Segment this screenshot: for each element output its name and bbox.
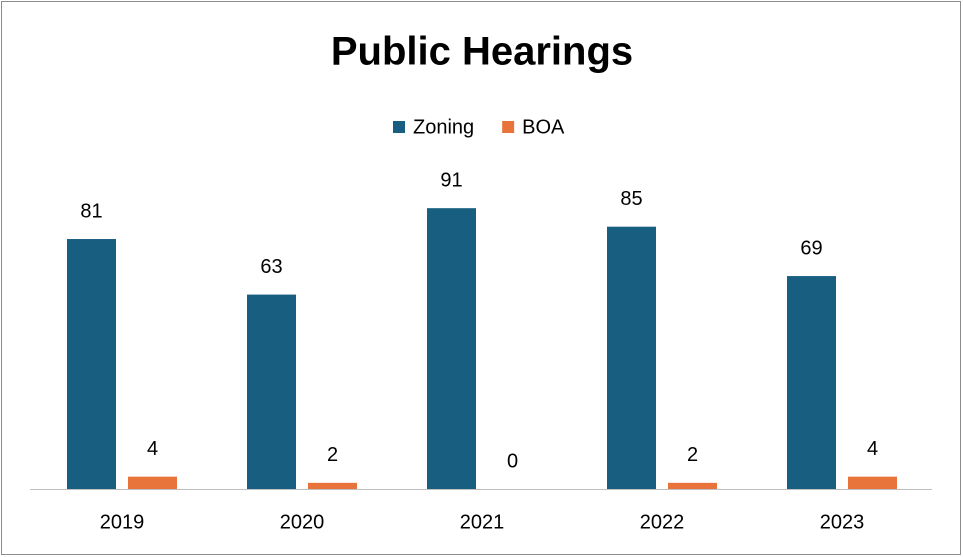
value-label: 4 xyxy=(147,438,158,460)
bar xyxy=(668,482,717,489)
value-label: 81 xyxy=(80,200,102,222)
x-tick-label: 2020 xyxy=(280,511,325,533)
bar xyxy=(607,226,656,489)
x-tick-label: 2023 xyxy=(820,511,865,533)
value-label: 69 xyxy=(800,237,822,259)
legend-label: Zoning xyxy=(413,116,474,138)
x-tick-label: 2022 xyxy=(640,511,685,533)
value-label: 2 xyxy=(687,444,698,466)
value-label: 2 xyxy=(327,444,338,466)
bar xyxy=(67,239,116,489)
value-label: 0 xyxy=(507,450,518,472)
value-label: 63 xyxy=(260,256,282,278)
bar xyxy=(787,276,836,489)
bar xyxy=(308,482,357,489)
bar xyxy=(128,476,177,489)
value-label: 91 xyxy=(440,169,462,191)
legend-swatch xyxy=(502,121,515,133)
x-tick-label: 2021 xyxy=(460,511,505,533)
bar xyxy=(427,208,476,489)
value-label: 4 xyxy=(867,438,878,460)
bar xyxy=(247,294,296,489)
bar xyxy=(848,476,897,489)
chart-title: Public Hearings xyxy=(331,30,633,74)
x-tick-label: 2019 xyxy=(100,511,145,533)
legend-swatch xyxy=(393,121,405,133)
legend-label: BOA xyxy=(522,116,565,138)
value-label: 85 xyxy=(620,188,642,210)
